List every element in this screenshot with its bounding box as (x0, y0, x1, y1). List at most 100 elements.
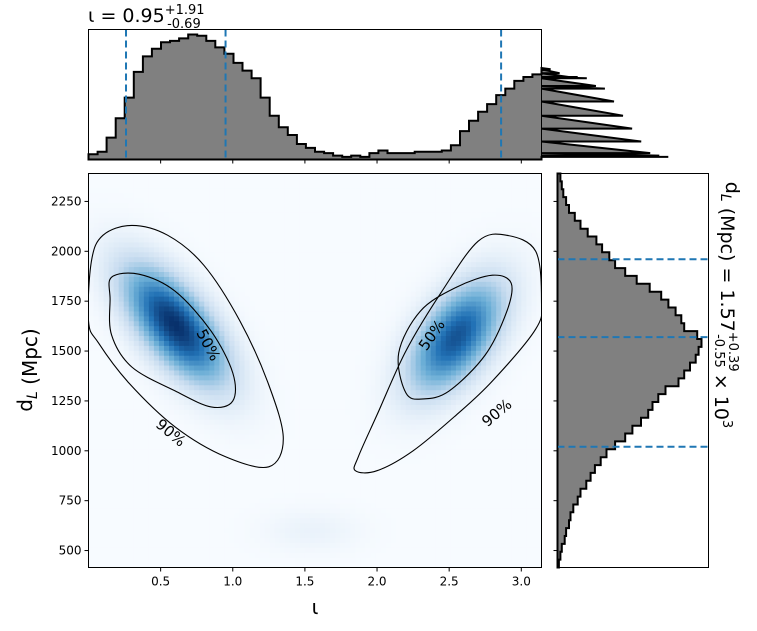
heatmap-cell (309, 469, 316, 475)
heatmap-cell (113, 321, 120, 327)
heatmap-cell (370, 473, 376, 480)
heatmap-cell (320, 232, 326, 238)
heatmap-cell (189, 414, 195, 421)
heatmap-cell (88, 508, 94, 514)
heatmap-cell (269, 528, 276, 534)
heatmap-cell (123, 276, 130, 283)
heatmap-cell (289, 375, 296, 381)
heatmap-cell (309, 537, 316, 544)
heatmap-cell (380, 518, 386, 524)
heatmap-cell (194, 291, 200, 298)
heatmap-cell (375, 478, 381, 485)
heatmap-cell (204, 542, 210, 549)
heatmap-cell (194, 301, 200, 307)
heatmap-cell (118, 257, 125, 263)
heatmap-cell (158, 203, 165, 209)
heatmap-cell (204, 503, 210, 509)
heatmap-cell (325, 257, 331, 263)
heatmap-cell (204, 562, 210, 568)
heatmap-cell (315, 326, 321, 332)
heatmap-cell (224, 286, 230, 293)
heatmap-cell (194, 434, 200, 440)
heatmap-cell (88, 281, 94, 288)
heatmap-cell (239, 385, 245, 391)
heatmap-cell (385, 350, 391, 357)
heatmap-cell (174, 360, 180, 366)
heatmap-cell (174, 424, 180, 430)
heatmap-cell (184, 212, 190, 219)
heatmap-cell (234, 444, 240, 450)
heatmap-cell (229, 547, 235, 554)
heatmap-cell (385, 562, 391, 568)
heatmap-cell (219, 498, 225, 504)
heatmap-cell (390, 178, 396, 184)
heatmap-cell (158, 518, 165, 524)
heatmap-cell (158, 547, 165, 554)
heatmap-cell (350, 301, 356, 307)
heatmap-cell (395, 375, 401, 381)
heatmap-cell (169, 385, 175, 391)
heatmap-cell (395, 331, 401, 337)
heatmap-cell (315, 336, 321, 342)
heatmap-cell (365, 385, 371, 391)
heatmap-cell (148, 222, 155, 229)
heatmap-cell (219, 464, 225, 470)
heatmap-cell (88, 449, 94, 455)
heatmap-cell (209, 212, 215, 219)
heatmap-cell (224, 375, 230, 381)
heatmap-cell (179, 281, 185, 288)
heatmap-cell (279, 286, 286, 293)
heatmap-cell (254, 400, 261, 406)
heatmap-cell (299, 414, 306, 421)
heatmap-cell (133, 419, 140, 426)
heatmap-cell (345, 316, 351, 322)
heatmap-cell (219, 385, 225, 391)
heatmap-cell (199, 424, 205, 430)
heatmap-cell (330, 419, 336, 426)
heatmap-cell (355, 419, 361, 426)
heatmap-cell (239, 178, 245, 184)
heatmap-cell (309, 444, 316, 450)
heatmap-cell (269, 449, 276, 455)
heatmap-cell (189, 276, 195, 283)
heatmap-cell (98, 473, 104, 480)
heatmap-cell (148, 409, 155, 416)
heatmap-cell (400, 212, 406, 219)
heatmap-cell (204, 242, 210, 248)
heatmap-cell (244, 178, 250, 184)
heatmap-cell (88, 424, 94, 430)
heatmap-cell (330, 306, 336, 312)
heatmap-cell (380, 469, 386, 475)
heatmap-cell (169, 173, 175, 179)
heatmap-cell (325, 212, 331, 219)
heatmap-cell (355, 483, 361, 490)
heatmap-cell (179, 493, 185, 499)
heatmap-cell (309, 429, 316, 435)
heatmap-cell (304, 212, 311, 219)
heatmap-cell (244, 513, 250, 519)
heatmap-cell (304, 207, 311, 214)
heatmap-cell (103, 439, 110, 445)
heatmap-cell (350, 188, 356, 194)
heatmap-cell (375, 252, 381, 258)
heatmap-cell (199, 217, 205, 224)
heatmap-cell (234, 473, 240, 480)
heatmap-cell (138, 552, 145, 559)
heatmap-cell (199, 552, 205, 559)
heatmap-cell (164, 326, 170, 332)
heatmap-cell (244, 562, 250, 568)
heatmap-cell (284, 434, 291, 440)
heatmap-cell (179, 242, 185, 248)
heatmap-cell (189, 518, 195, 524)
heatmap-cell (350, 316, 356, 322)
heatmap-cell (93, 198, 99, 204)
heatmap-cell (199, 400, 205, 406)
heatmap-cell (229, 267, 235, 273)
heatmap-cell (395, 513, 401, 519)
heatmap-cell (340, 547, 346, 554)
heatmap-cell (284, 528, 291, 534)
heatmap-cell (335, 188, 341, 194)
heatmap-cell (370, 336, 376, 342)
heatmap-cell (174, 409, 180, 416)
heatmap-cell (385, 252, 391, 258)
